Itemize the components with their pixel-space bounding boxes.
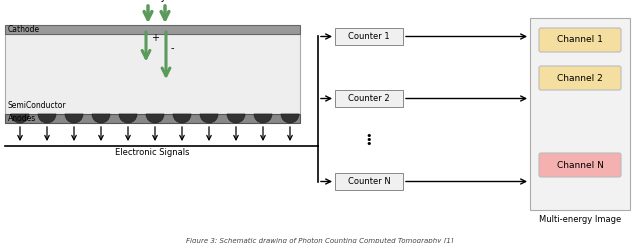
Text: Anodes: Anodes xyxy=(8,114,36,123)
Bar xyxy=(5,25,300,34)
Text: Counter 1: Counter 1 xyxy=(348,32,390,41)
Text: Cathode: Cathode xyxy=(8,25,40,34)
Text: •: • xyxy=(577,112,583,122)
Wedge shape xyxy=(146,114,164,123)
Bar xyxy=(5,34,300,114)
Bar xyxy=(530,18,630,210)
FancyBboxPatch shape xyxy=(539,28,621,52)
Text: •: • xyxy=(577,122,583,131)
Text: •: • xyxy=(365,139,372,149)
Text: Multi-energy Image: Multi-energy Image xyxy=(539,215,621,224)
Text: •: • xyxy=(365,135,372,145)
Wedge shape xyxy=(227,114,245,123)
Wedge shape xyxy=(11,114,29,123)
Text: Counter N: Counter N xyxy=(348,177,390,186)
Bar xyxy=(335,28,403,45)
Text: X-rays: X-rays xyxy=(141,0,172,2)
Wedge shape xyxy=(254,114,272,123)
Wedge shape xyxy=(38,114,56,123)
Text: Electronic Signals: Electronic Signals xyxy=(115,148,189,157)
Wedge shape xyxy=(200,114,218,123)
Text: Figure 3: Schematic drawing of Photon Counting Computed Tomography [1]: Figure 3: Schematic drawing of Photon Co… xyxy=(186,237,454,243)
Wedge shape xyxy=(173,114,191,123)
Bar xyxy=(335,173,403,190)
FancyBboxPatch shape xyxy=(539,66,621,90)
Text: Channel 1: Channel 1 xyxy=(557,35,603,44)
Text: Channel N: Channel N xyxy=(557,160,604,170)
Wedge shape xyxy=(119,114,137,123)
Bar xyxy=(5,114,300,123)
Text: •: • xyxy=(365,131,372,141)
Text: SemiConductor: SemiConductor xyxy=(8,101,67,110)
Text: -: - xyxy=(171,43,175,53)
Wedge shape xyxy=(281,114,299,123)
Text: Counter 2: Counter 2 xyxy=(348,94,390,103)
FancyBboxPatch shape xyxy=(539,153,621,177)
Text: Channel 2: Channel 2 xyxy=(557,73,603,83)
Wedge shape xyxy=(65,114,83,123)
Text: •: • xyxy=(577,116,583,127)
Text: +: + xyxy=(151,33,159,43)
Bar xyxy=(335,90,403,107)
Wedge shape xyxy=(92,114,110,123)
